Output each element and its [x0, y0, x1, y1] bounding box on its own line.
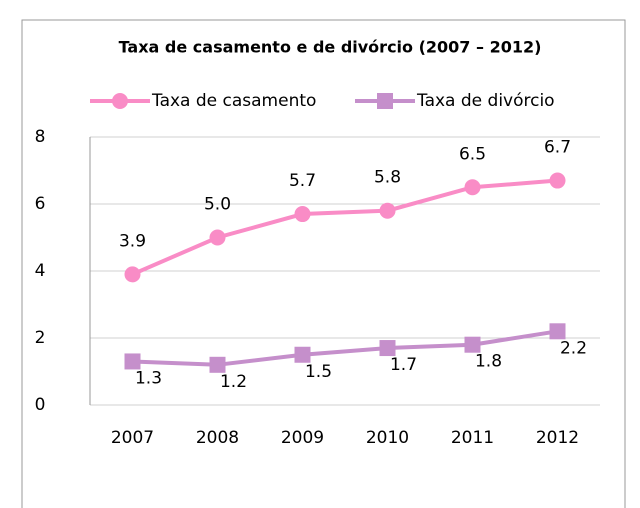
data-label: 1.7: [390, 355, 417, 375]
data-label: 1.3: [135, 368, 162, 388]
data-point: [464, 336, 481, 353]
legend-label: Taxa de divórcio: [416, 91, 555, 111]
data-point: [379, 202, 396, 219]
chart-title: Taxa de casamento e de divórcio (2007 – …: [119, 38, 542, 57]
series-line: [132, 329, 558, 367]
data-point: [124, 266, 141, 283]
data-label: 1.8: [475, 352, 502, 372]
x-tick-label: 2007: [111, 428, 154, 448]
data-point: [294, 206, 311, 223]
data-point: [294, 346, 311, 363]
data-point: [549, 172, 566, 189]
data-label: 5.0: [204, 195, 231, 215]
y-tick-label: 4: [35, 261, 46, 281]
y-tick-label: 2: [35, 328, 46, 348]
series-line: [131, 178, 558, 277]
x-tick-label: 2011: [451, 428, 494, 448]
x-tick-label: 2012: [536, 428, 579, 448]
legend-marker: [112, 93, 128, 109]
legend-marker: [377, 93, 393, 109]
data-point: [464, 179, 481, 196]
data-label: 2.2: [560, 338, 587, 358]
data-label: 3.9: [119, 231, 146, 251]
data-label: 6.7: [544, 138, 571, 158]
data-point: [379, 340, 396, 357]
data-point: [124, 353, 141, 370]
y-tick-label: 8: [35, 127, 46, 147]
data-label: 5.7: [289, 171, 316, 191]
y-tick-label: 6: [35, 194, 46, 214]
data-label: 1.5: [305, 362, 332, 382]
data-point: [209, 229, 226, 246]
data-point: [209, 356, 226, 373]
y-tick-label: 0: [35, 395, 46, 415]
data-label: 1.2: [220, 372, 247, 392]
data-point: [549, 323, 566, 340]
x-tick-label: 2010: [366, 428, 409, 448]
x-tick-label: 2009: [281, 428, 324, 448]
data-label: 6.5: [459, 144, 486, 164]
legend-label: Taxa de casamento: [151, 91, 316, 111]
x-tick-label: 2008: [196, 428, 239, 448]
data-label: 5.8: [374, 168, 401, 188]
